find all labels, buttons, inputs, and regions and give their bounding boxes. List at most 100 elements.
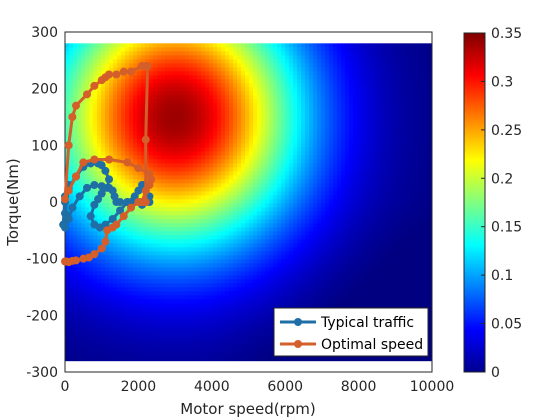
- heatmap-cell: [337, 239, 342, 244]
- heatmap-cell: [233, 123, 238, 128]
- heatmap-cell: [125, 87, 130, 92]
- heatmap-cell: [353, 83, 358, 88]
- heatmap-cell: [189, 199, 194, 204]
- heatmap-cell: [197, 231, 202, 236]
- heatmap-cell: [301, 115, 306, 120]
- heatmap-cell: [229, 171, 234, 176]
- heatmap-cell: [165, 91, 170, 96]
- heatmap-cell: [77, 223, 82, 228]
- heatmap-cell: [297, 239, 302, 244]
- heatmap-cell: [301, 171, 306, 176]
- heatmap-cell: [357, 231, 362, 236]
- heatmap-cell: [81, 219, 86, 224]
- heatmap-cell: [289, 151, 294, 156]
- heatmap-cell: [281, 135, 286, 140]
- heatmap-cell: [185, 179, 190, 184]
- heatmap-cell: [305, 219, 310, 224]
- heatmap-cell: [385, 171, 390, 176]
- heatmap-cell: [217, 215, 222, 220]
- heatmap-cell: [153, 179, 158, 184]
- heatmap-cell: [101, 59, 106, 64]
- heatmap-cell: [125, 171, 130, 176]
- heatmap-cell: [337, 191, 342, 196]
- heatmap-cell: [393, 203, 398, 208]
- heatmap-cell: [121, 227, 126, 232]
- heatmap-cell: [325, 175, 330, 180]
- heatmap-cell: [317, 167, 322, 172]
- heatmap-cell: [397, 123, 402, 128]
- heatmap-cell: [77, 79, 82, 84]
- heatmap-cell: [309, 123, 314, 128]
- heatmap-cell: [253, 223, 258, 228]
- heatmap-cell: [345, 187, 350, 192]
- heatmap-cell: [349, 143, 354, 148]
- heatmap-cell: [421, 115, 426, 120]
- heatmap-cell: [201, 207, 206, 212]
- heatmap-cell: [93, 143, 98, 148]
- heatmap-cell: [205, 139, 210, 144]
- heatmap-cell: [145, 207, 150, 212]
- heatmap-cell: [429, 135, 433, 140]
- heatmap-cell: [101, 143, 106, 148]
- heatmap-cell: [285, 147, 290, 152]
- heatmap-cell: [401, 95, 406, 100]
- heatmap-cell: [413, 187, 418, 192]
- heatmap-cell: [85, 239, 90, 244]
- heatmap-cell: [253, 163, 258, 168]
- heatmap-cell: [285, 139, 290, 144]
- heatmap-cell: [353, 239, 358, 244]
- heatmap-cell: [165, 71, 170, 76]
- heatmap-cell: [309, 215, 314, 220]
- heatmap-cell: [345, 199, 350, 204]
- heatmap-cell: [193, 207, 198, 212]
- heatmap-cell: [117, 227, 122, 232]
- heatmap-cell: [257, 203, 262, 208]
- heatmap-cell: [261, 79, 266, 84]
- heatmap-cell: [397, 163, 402, 168]
- heatmap-cell: [341, 67, 346, 72]
- heatmap-cell: [369, 167, 374, 172]
- heatmap-cell: [381, 163, 386, 168]
- heatmap-cell: [313, 211, 318, 216]
- heatmap-cell: [293, 59, 298, 64]
- heatmap-cell: [257, 79, 262, 84]
- heatmap-cell: [413, 107, 418, 112]
- heatmap-cell: [89, 51, 94, 56]
- heatmap-cell: [93, 175, 98, 180]
- heatmap-cell: [405, 207, 410, 212]
- heatmap-cell: [217, 223, 222, 228]
- heatmap-cell: [145, 251, 150, 256]
- heatmap-cell: [221, 203, 226, 208]
- heatmap-cell: [289, 231, 294, 236]
- heatmap-cell: [333, 175, 338, 180]
- heatmap-cell: [225, 99, 230, 104]
- heatmap-cell: [229, 75, 234, 80]
- heatmap-cell: [401, 231, 406, 236]
- heatmap-cell: [293, 239, 298, 244]
- heatmap-cell: [157, 199, 162, 204]
- heatmap-cell: [337, 127, 342, 132]
- heatmap-cell: [149, 163, 154, 168]
- heatmap-cell: [173, 195, 178, 200]
- heatmap-cell: [245, 199, 250, 204]
- heatmap-cell: [389, 55, 394, 60]
- heatmap-cell: [117, 255, 122, 260]
- heatmap-cell: [133, 183, 138, 188]
- heatmap-cell: [385, 135, 390, 140]
- heatmap-cell: [213, 167, 218, 172]
- heatmap-cell: [229, 167, 234, 172]
- heatmap-cell: [381, 155, 386, 160]
- heatmap-cell: [297, 247, 302, 252]
- heatmap-cell: [429, 155, 433, 160]
- heatmap-cell: [173, 111, 178, 116]
- heatmap-cell: [277, 71, 282, 76]
- heatmap-cell: [165, 131, 170, 136]
- heatmap-cell: [425, 171, 430, 176]
- heatmap-cell: [73, 231, 78, 236]
- heatmap-cell: [409, 139, 414, 144]
- heatmap-cell: [365, 59, 370, 64]
- heatmap-cell: [281, 163, 286, 168]
- heatmap-cell: [149, 207, 154, 212]
- heatmap-cell: [349, 239, 354, 244]
- heatmap-cell: [297, 147, 302, 152]
